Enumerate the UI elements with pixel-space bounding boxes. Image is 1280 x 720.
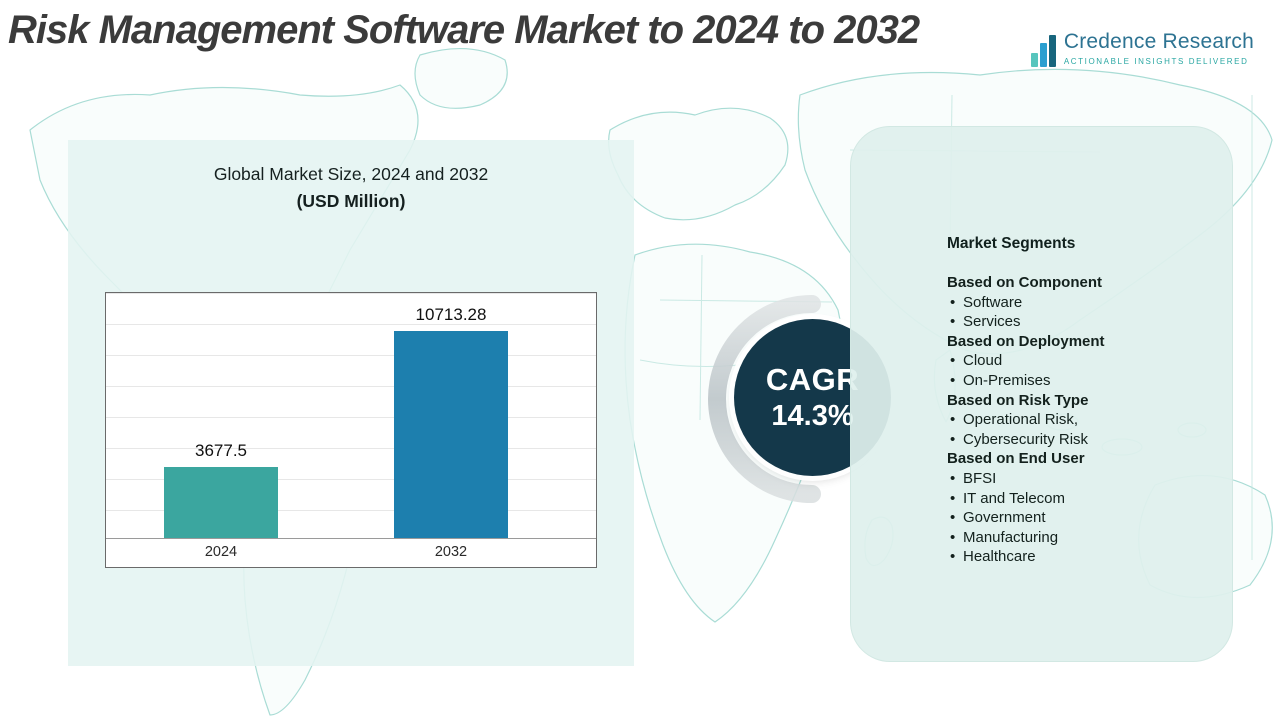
segment-item: • Cloud (947, 351, 1214, 371)
cagr-swoosh-decoration (708, 295, 821, 503)
segment-item-label: Manufacturing (963, 528, 1059, 546)
bar-2032 (394, 331, 508, 538)
x-tick-2032: 2032 (434, 544, 468, 560)
market-size-panel: Global Market Size, 2024 and 2032 (USD M… (68, 140, 634, 666)
segment-item: • IT and Telecom (947, 489, 1214, 509)
segment-item-label: IT and Telecom (963, 489, 1066, 507)
bullet-icon: • (950, 489, 956, 507)
segment-item-label: Cloud (963, 352, 1003, 370)
bar-group-2024: 3677.5 (164, 441, 278, 538)
bar-value-label-2024: 3677.5 (195, 441, 247, 460)
bullet-icon: • (950, 528, 956, 546)
bullet-icon: • (950, 352, 956, 370)
credence-research-logo: Credence Research Actionable Insights De… (1030, 30, 1254, 67)
segment-group-heading: Based on Deployment (947, 332, 1105, 350)
segment-group-heading: Based on Component (947, 274, 1103, 291)
logo-tagline: Actionable Insights Delivered (1063, 57, 1249, 66)
segment-item: • Operational Risk, (947, 410, 1214, 430)
segment-item-label: On-Premises (963, 371, 1051, 389)
chart-title-line1: Global Market Size, 2024 and 2032 (213, 164, 489, 184)
bullet-icon: • (950, 411, 956, 429)
segment-item-label: Operational Risk, (963, 411, 1079, 429)
segment-group-heading: Based on Risk Type (947, 391, 1089, 409)
segment-item: • Cybersecurity Risk (947, 430, 1214, 450)
page-title: Risk Management Software Market to 2024 … (8, 8, 920, 52)
market-segments-panel: Market Segments Based on Component • Softw… (850, 126, 1233, 662)
segments-heading: Market Segments (947, 235, 1076, 252)
segment-item: • Software (947, 293, 1214, 313)
bar-chart: 3677.5 10713.28 2024 2032 (105, 292, 597, 568)
segment-item: • On-Premises (947, 371, 1214, 391)
segment-item: • Healthcare (947, 547, 1214, 567)
segment-item-label: BFSI (963, 469, 997, 487)
bullet-icon: • (950, 371, 956, 389)
segment-group-heading: Based on End User (947, 450, 1085, 468)
bullet-icon: • (950, 430, 956, 448)
segment-item-label: Government (963, 509, 1046, 527)
bar-group-2032: 10713.28 (394, 305, 508, 538)
logo-name: Credence Research (1063, 30, 1254, 53)
logo-text: Credence Research Actionable Insights De… (1064, 30, 1254, 66)
bar-value-label-2032: 10713.28 (415, 305, 487, 324)
cagr-value: 14.3% (771, 400, 854, 432)
segment-item: • Manufacturing (947, 528, 1214, 548)
segment-item-label: Cybersecurity Risk (963, 430, 1089, 448)
bullet-icon: • (950, 509, 956, 527)
segment-item: • BFSI (947, 469, 1214, 489)
x-axis-labels: 2024 2032 (106, 539, 596, 567)
bar-2024 (164, 467, 278, 538)
segment-item: • Government (947, 508, 1214, 528)
plot-area: 3677.5 10713.28 (106, 293, 596, 539)
bullet-icon: • (950, 313, 956, 331)
segment-item: • Services (947, 312, 1214, 332)
chart-title-line2: (USD Million) (296, 191, 406, 211)
bar-chart-logo-icon (1030, 33, 1056, 67)
x-tick-2024: 2024 (204, 544, 238, 560)
cagr-label: CAGR (765, 362, 860, 397)
segments-list: Based on Component • Software • Services Base… (947, 273, 1214, 567)
segment-item-label: Services (963, 313, 1021, 331)
segment-item-label: Healthcare (963, 548, 1036, 566)
segment-item-label: Software (963, 293, 1023, 311)
bullet-icon: • (950, 293, 956, 311)
bullet-icon: • (950, 469, 956, 487)
bullet-icon: • (950, 548, 956, 566)
